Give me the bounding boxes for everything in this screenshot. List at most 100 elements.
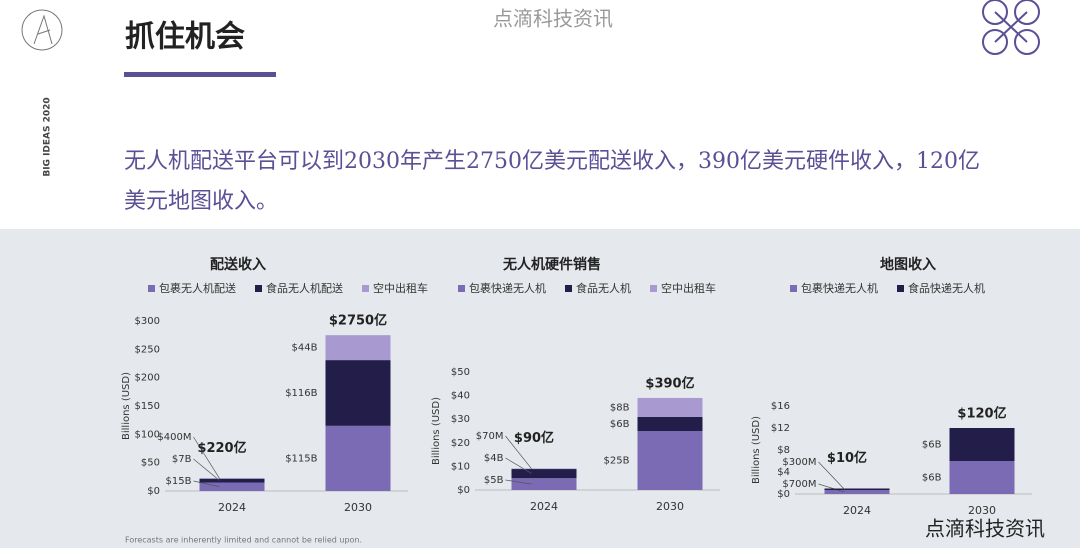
bar-segment bbox=[199, 478, 265, 479]
leader-line bbox=[505, 435, 532, 469]
drone-icon bbox=[982, 0, 1040, 55]
title-underline bbox=[124, 72, 276, 77]
y-axis-label: Billions (USD) bbox=[751, 416, 762, 484]
value-label: $400M bbox=[157, 432, 191, 443]
body-box: 无人机配送平台可以到2030年产生2750亿美元配送收入，390亿美元硬件收入，… bbox=[124, 149, 980, 214]
y-tick-label: $300 bbox=[135, 316, 160, 327]
footnote: Forecasts are inherently limited and can… bbox=[125, 536, 362, 545]
value-label: $4B bbox=[484, 453, 504, 464]
side-label: BIG IDEAS 2020 bbox=[43, 97, 53, 176]
bar-segment bbox=[637, 431, 703, 490]
bar-segment bbox=[199, 482, 265, 491]
y-tick-label: $12 bbox=[771, 423, 790, 434]
bar-segment bbox=[637, 397, 703, 417]
y-tick-label: $20 bbox=[451, 438, 470, 449]
y-tick-label: $150 bbox=[135, 401, 160, 412]
value-label: $6B bbox=[610, 419, 630, 430]
value-label: $7B bbox=[172, 454, 192, 465]
y-tick-label: $10 bbox=[451, 461, 470, 472]
y-tick-label: $16 bbox=[771, 401, 790, 412]
legend-swatch bbox=[650, 285, 657, 292]
y-tick-label: $200 bbox=[135, 373, 160, 384]
legend-swatch bbox=[790, 285, 797, 292]
page-title: 抓住机会 bbox=[125, 20, 245, 55]
y-tick-label: $0 bbox=[457, 485, 470, 496]
leader-line bbox=[505, 479, 532, 485]
body-text: 无人机配送平台可以到2030年产生2750亿美元配送收入，390亿美元硬件收入，… bbox=[124, 149, 980, 214]
bar-segment bbox=[511, 468, 577, 470]
bar-segment bbox=[511, 478, 577, 490]
watermark: 点滴科技资讯 bbox=[493, 7, 613, 31]
total-label: $220亿 bbox=[197, 440, 246, 456]
bar-segment bbox=[824, 488, 890, 491]
total-label: $390亿 bbox=[645, 375, 694, 391]
x-tick-label: 2030 bbox=[968, 504, 996, 517]
value-label: $5B bbox=[484, 475, 504, 486]
legend-swatch bbox=[148, 285, 155, 292]
bar-segment bbox=[325, 335, 391, 361]
legend-swatch bbox=[897, 285, 904, 292]
legend-label: 食品快递无人机 bbox=[908, 281, 985, 295]
value-label: $116B bbox=[285, 388, 317, 399]
total-label: $10亿 bbox=[827, 450, 867, 466]
leader-line bbox=[818, 461, 845, 490]
brand: 点滴科技资讯 bbox=[925, 517, 1045, 541]
chart-title: 配送收入 bbox=[210, 256, 266, 273]
y-tick-label: $30 bbox=[451, 414, 470, 425]
y-tick-label: $40 bbox=[451, 391, 470, 402]
value-label: $25B bbox=[604, 456, 630, 467]
leader-line bbox=[193, 480, 220, 488]
bar-segment bbox=[949, 461, 1015, 494]
chart-background bbox=[0, 229, 1080, 548]
y-axis-label: Billions (USD) bbox=[121, 372, 132, 440]
y-tick-label: $250 bbox=[135, 344, 160, 355]
legend-label: 空中出租车 bbox=[661, 281, 716, 295]
value-label: $6B bbox=[922, 473, 942, 484]
leader-line bbox=[818, 483, 845, 493]
total-label: $2750亿 bbox=[329, 313, 387, 329]
y-tick-label: $4 bbox=[777, 467, 790, 478]
legend-swatch bbox=[458, 285, 465, 292]
total-label: $120亿 bbox=[957, 406, 1006, 422]
value-label: $115B bbox=[285, 453, 317, 464]
bar-segment bbox=[199, 478, 265, 483]
bar-segment bbox=[325, 425, 391, 491]
bar-segment bbox=[824, 490, 890, 494]
bar-segment bbox=[637, 416, 703, 431]
y-axis-label: Billions (USD) bbox=[431, 397, 442, 465]
value-label: $8B bbox=[610, 402, 630, 413]
leader-line bbox=[193, 458, 220, 481]
legend-swatch bbox=[362, 285, 369, 292]
legend-swatch bbox=[255, 285, 262, 292]
logo bbox=[21, 9, 63, 51]
value-label: $700M bbox=[782, 479, 816, 490]
value-label: $15B bbox=[166, 476, 192, 487]
legend-label: 空中出租车 bbox=[373, 281, 428, 295]
x-tick-label: 2024 bbox=[843, 504, 871, 517]
bar-segment bbox=[949, 428, 1015, 461]
logo-mark bbox=[33, 14, 53, 45]
legend-label: 包裹快递无人机 bbox=[469, 281, 546, 295]
x-tick-label: 2030 bbox=[344, 501, 372, 514]
leader-line bbox=[505, 457, 532, 474]
chart-title: 地图收入 bbox=[880, 256, 936, 273]
y-tick-label: $8 bbox=[777, 445, 790, 456]
total-label: $90亿 bbox=[514, 430, 554, 446]
bar-segment bbox=[511, 468, 577, 479]
x-tick-label: 2030 bbox=[656, 500, 684, 513]
x-tick-label: 2024 bbox=[530, 500, 558, 513]
chart-title: 无人机硬件销售 bbox=[502, 256, 601, 273]
leader-line bbox=[193, 436, 220, 479]
legend-label: 食品无人机 bbox=[576, 281, 631, 295]
y-tick-label: $0 bbox=[147, 486, 160, 497]
top-background bbox=[0, 0, 1080, 229]
y-tick-label: $50 bbox=[451, 367, 470, 378]
legend-swatch bbox=[565, 285, 572, 292]
x-tick-label: 2024 bbox=[218, 501, 246, 514]
value-label: $44B bbox=[292, 343, 318, 354]
y-tick-label: $100 bbox=[135, 429, 160, 440]
y-tick-label: $50 bbox=[141, 458, 160, 469]
value-label: $6B bbox=[922, 440, 942, 451]
value-label: $300M bbox=[782, 457, 816, 468]
